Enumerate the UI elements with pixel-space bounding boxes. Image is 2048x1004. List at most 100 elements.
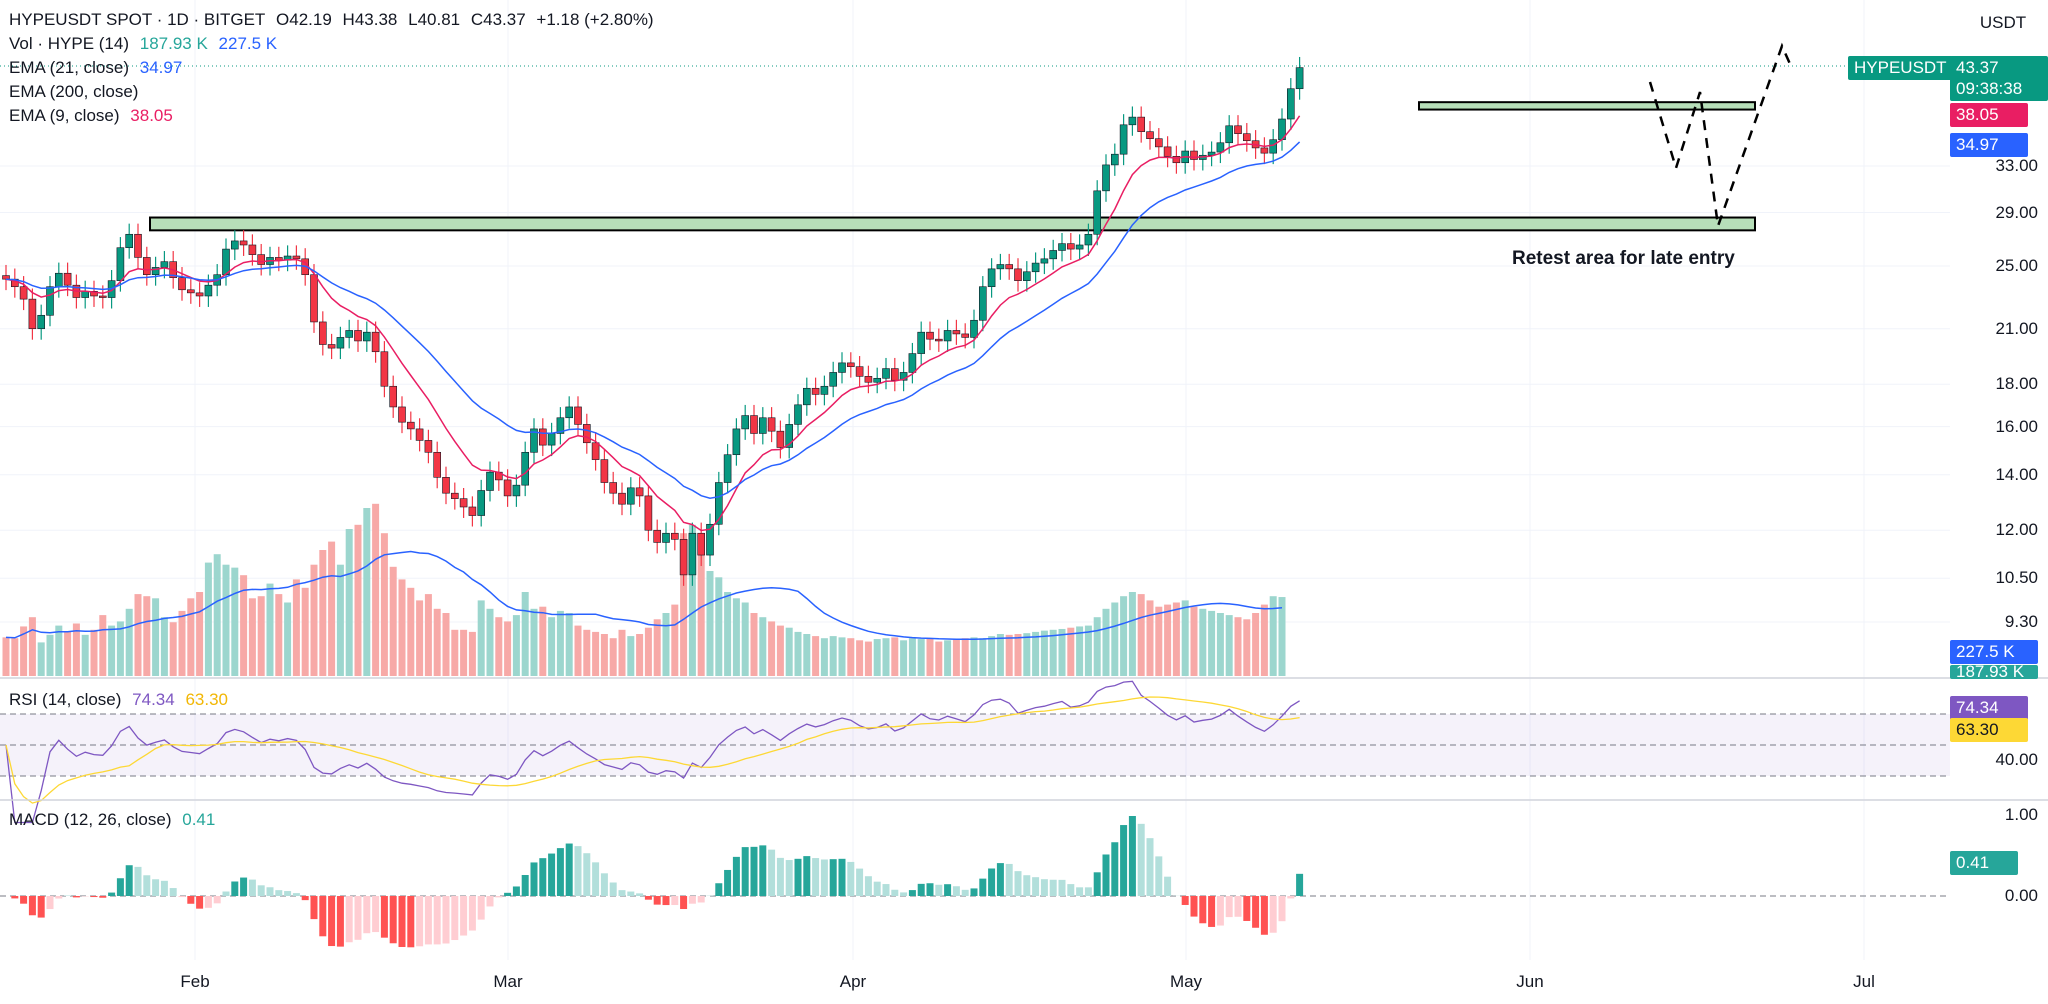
candle-body (697, 532, 706, 556)
candle-body (1260, 147, 1269, 154)
volume-bar (864, 641, 872, 676)
volume-bar (1111, 602, 1119, 676)
volume-bar (240, 575, 248, 676)
candlesticks (2, 56, 1304, 586)
macd-histogram-bar (20, 896, 28, 904)
volume-bar (794, 631, 802, 676)
macd-histogram-bar (204, 896, 212, 908)
macd-histogram-bar (495, 896, 503, 898)
macd-histogram-bar (389, 896, 397, 944)
candle-body (1014, 268, 1022, 281)
volume-bar (944, 640, 952, 676)
candle-body (794, 404, 802, 425)
time-axis-label: Mar (493, 972, 523, 991)
macd-histogram-bar (266, 887, 274, 896)
last-price-tag: 43.37 (1950, 56, 2048, 80)
candle-body (864, 376, 873, 383)
macd-histogram-bar (512, 886, 520, 896)
time-axis-label: Jun (1516, 972, 1544, 991)
volume-bar (583, 629, 591, 676)
macd-histogram-bar (882, 884, 890, 896)
macd-histogram-bar (1146, 838, 1154, 896)
candle-body (802, 387, 811, 406)
macd-legend[interactable]: MACD (12, 26, close) 0.41 (9, 810, 221, 830)
rsi-legend[interactable]: RSI (14, close) 74.34 63.30 (9, 690, 234, 710)
macd-histogram-bar (108, 892, 116, 896)
retest-annotation: Retest area for late entry (1512, 248, 1735, 269)
volume-bar (688, 524, 696, 676)
volume-bar (433, 608, 441, 676)
candle-body (653, 529, 662, 543)
volume-bar (424, 594, 432, 676)
volume-bar (1164, 604, 1172, 676)
volume-bar (1128, 592, 1136, 676)
volume-bar (284, 602, 292, 676)
macd-histogram-bar (768, 849, 776, 896)
macd-histogram-bar (1278, 896, 1286, 922)
macd-histogram-bar (1234, 896, 1242, 917)
candle-body (829, 372, 838, 387)
rsi-ma-line (5, 696, 1300, 804)
volume-legend[interactable]: Vol · HYPE (14) 187.93 K 227.5 K (9, 34, 283, 54)
macd-histogram-bar (37, 896, 45, 918)
macd-histogram-bar (697, 896, 705, 903)
candle-body (450, 492, 459, 499)
candle-body (952, 330, 961, 335)
volume-bar (530, 608, 538, 676)
symbol-name[interactable]: HYPEUSDT SPOT · 1D · BITGET (9, 10, 266, 29)
macd-histogram-bar (979, 878, 987, 896)
ohlc-high: H43.38 (342, 10, 398, 29)
candle-body (1128, 116, 1137, 126)
candle-body (1102, 164, 1110, 192)
candle-body (873, 377, 882, 383)
volume-bar (776, 625, 784, 676)
macd-histogram-bar (688, 896, 696, 904)
volume-bar (451, 629, 459, 676)
candle-body (143, 257, 151, 276)
macd-histogram-bar (838, 858, 846, 896)
candle-body (239, 240, 248, 246)
ema200-legend[interactable]: EMA (200, close) (9, 82, 144, 102)
macd-histogram-bar (301, 896, 309, 901)
volume-bar (574, 625, 582, 676)
macd-histogram-bar (935, 884, 943, 896)
volume-bar (1067, 627, 1075, 676)
candle-body (90, 291, 98, 297)
currency-selector[interactable]: USDT (1958, 0, 2048, 46)
volume-bar (759, 617, 767, 676)
candle-body (934, 338, 943, 342)
price-axis-label: 21.00 (1995, 318, 2038, 338)
ema9-legend[interactable]: EMA (9, close) 38.05 (9, 106, 179, 126)
macd-histogram-bar (812, 858, 820, 896)
volume-bar (1058, 628, 1066, 676)
volume-bar (152, 598, 160, 676)
volume-bar (680, 533, 688, 676)
macd-axis-top: 1.00 (2004, 805, 2038, 824)
macd-histogram-bar (143, 875, 151, 896)
macd-histogram-bar (829, 859, 837, 896)
time-axis-label: Jul (1853, 972, 1875, 991)
candle-body (442, 477, 450, 494)
candle-body (1049, 250, 1057, 260)
candle-body (811, 387, 820, 395)
candle-body (670, 532, 679, 540)
macd-histogram-bar (116, 878, 124, 896)
candle-body (415, 428, 424, 441)
candle-body (46, 286, 54, 316)
volume-bar (416, 600, 424, 676)
volume-tag: 187.93 K (1950, 665, 2038, 679)
candle-body (2, 275, 10, 280)
candle-body (961, 333, 970, 338)
volume-bar (1260, 604, 1268, 676)
volume-bar (1252, 613, 1260, 676)
candle-body (19, 286, 28, 300)
volume-bar (1181, 600, 1189, 676)
ema21-legend[interactable]: EMA (21, close) 34.97 (9, 58, 188, 78)
macd-histogram-bar (134, 866, 142, 896)
candle-body (54, 272, 63, 288)
macd-histogram-bar (1067, 884, 1075, 896)
candle-body (1031, 262, 1040, 273)
candle-body (37, 314, 46, 330)
candle-body (1287, 88, 1295, 120)
